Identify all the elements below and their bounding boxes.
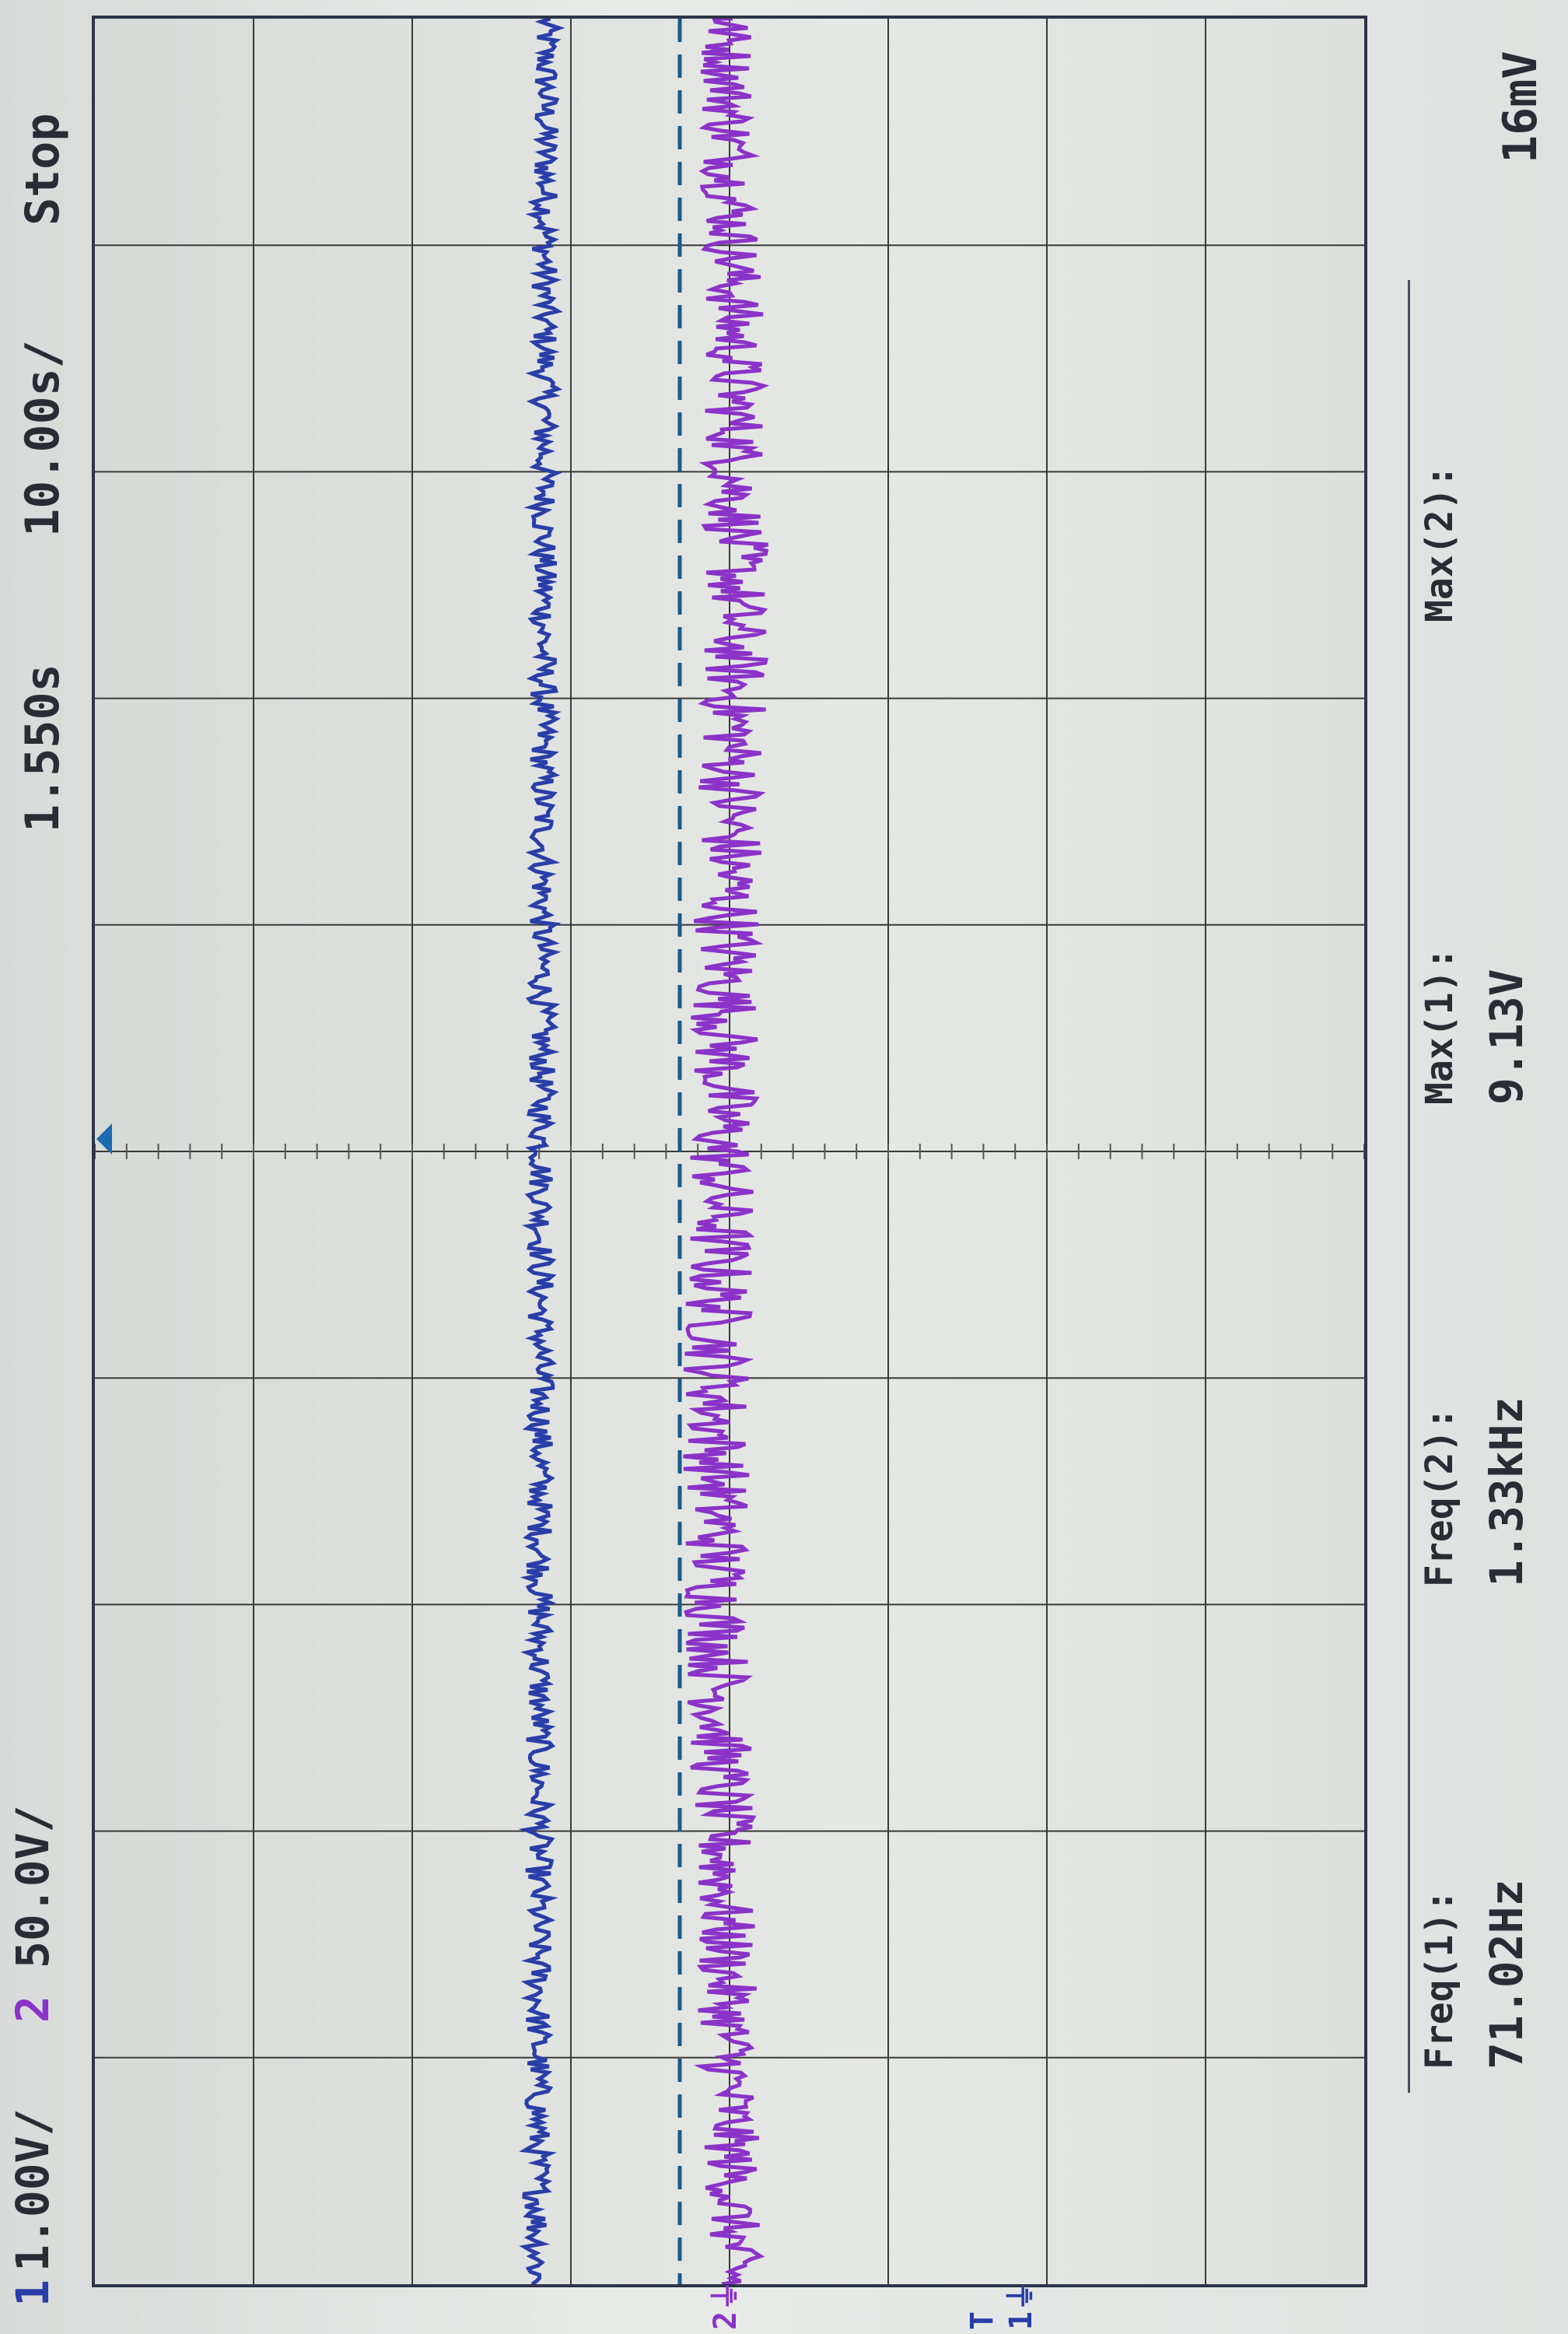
last-value: 16mV [1493, 51, 1548, 164]
time-scale: 10.00s/ [16, 340, 70, 537]
ch2-number: 2 [6, 1996, 59, 2023]
ch2-scale: 50.0V/ [6, 1805, 59, 1968]
scope-screen [92, 16, 1367, 2287]
ch1-trace [518, 19, 565, 2284]
measurement-panel: Freq(1): 71.02Hz Freq(2): 1.33kHz Max(1)… [1408, 280, 1540, 2264]
scope-plot [95, 19, 1364, 2284]
run-state: Stop [16, 113, 70, 226]
ch1-ground-marker: 1⏚ [1003, 2280, 1039, 2330]
trigger-position-arrow-icon [96, 1123, 112, 1155]
measurement-freq1: Freq(1): 71.02Hz [1408, 1610, 1540, 2093]
measurement-freq2: Freq(2): 1.33kHz [1408, 1128, 1540, 1610]
measurement-max1: Max(1): 9.13V [1408, 646, 1540, 1128]
ch2-ground-marker: 2⏚ [708, 2280, 744, 2330]
trigger-marker: T [964, 2311, 1000, 2330]
ch1-number: 1 [6, 2280, 59, 2307]
ch1-scale: 1.00V/ [6, 2108, 59, 2272]
ch2-trace [683, 19, 770, 2284]
time-position: 1.550s [16, 664, 70, 832]
measurement-max2: Max(2): [1408, 280, 1540, 646]
